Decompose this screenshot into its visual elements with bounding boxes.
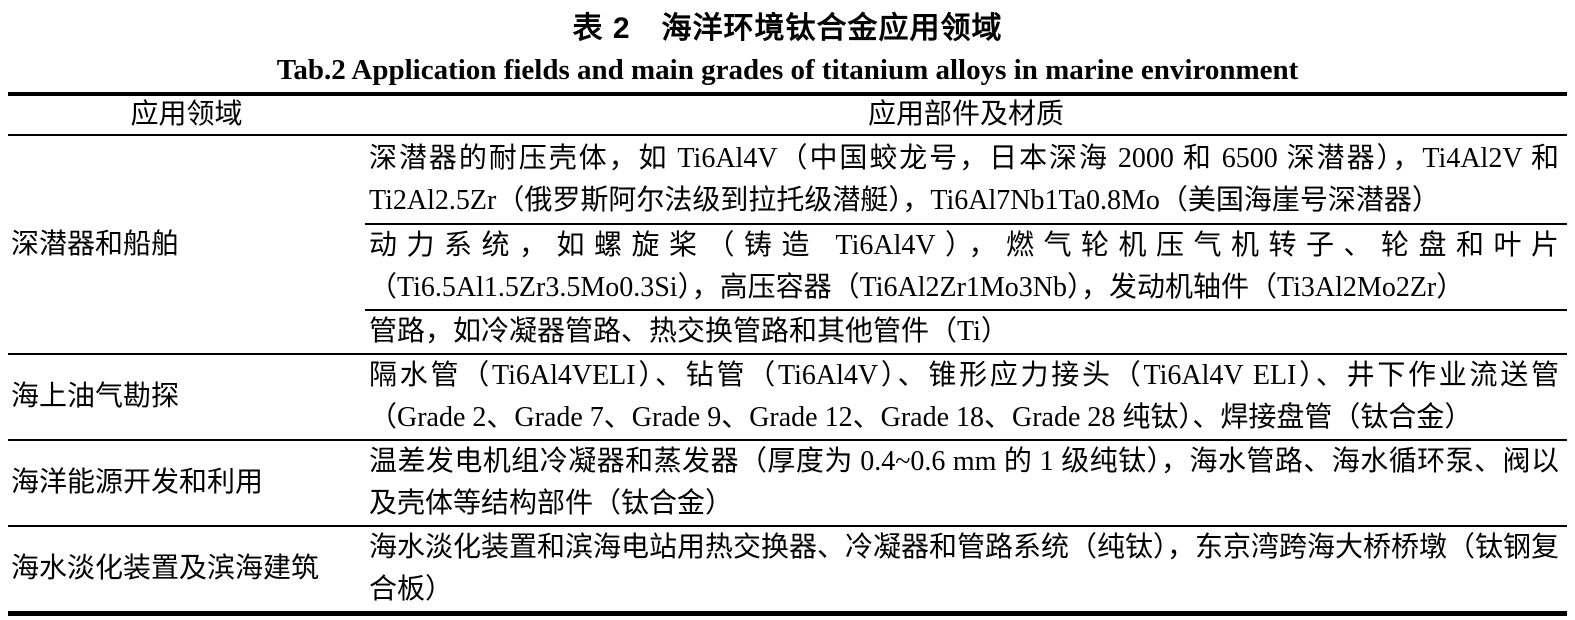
field-cell-offshore-oil-gas: 海上油气勘探 xyxy=(8,353,365,440)
field-cell-submersibles-ships: 深潜器和船舶 xyxy=(8,134,365,354)
header-row: 应用领域 应用部件及材质 xyxy=(8,94,1567,136)
application-table: 应用领域 应用部件及材质 深潜器和船舶 深潜器的耐压壳体，如 Ti6Al4V（中… xyxy=(8,92,1567,616)
parts-cell-power-systems: 动力系统，如螺旋桨（铸造 Ti6Al4V），燃气轮机压气机转子、轮盘和叶片（Ti… xyxy=(365,223,1567,310)
column-header-parts: 应用部件及材质 xyxy=(365,94,1567,136)
column-header-field: 应用领域 xyxy=(8,94,365,136)
table-caption-en: Tab.2 Application fields and main grades… xyxy=(276,54,1299,86)
parts-cell-pressure-hulls: 深潜器的耐压壳体，如 Ti6Al4V（中国蛟龙号，日本深海 2000 和 650… xyxy=(365,134,1567,224)
table-row: 海水淡化装置及滨海建筑 海水淡化装置和滨海电站用热交换器、冷凝器和管路系统（纯钛… xyxy=(8,525,1567,614)
table-row: 动力系统，如螺旋桨（铸造 Ti6Al4V），燃气轮机压气机转子、轮盘和叶片（Ti… xyxy=(8,223,1567,310)
field-cell-desalination-coastal: 海水淡化装置及滨海建筑 xyxy=(8,525,365,614)
table-row: 海洋能源开发和利用 温差发电机组冷凝器和蒸发器（厚度为 0.4~0.6 mm 的… xyxy=(8,439,1567,526)
parts-cell-offshore-oil-gas: 隔水管（Ti6Al4VELI）、钻管（Ti6Al4V）、锥形应力接头（Ti6Al… xyxy=(365,353,1567,440)
field-cell-ocean-energy: 海洋能源开发和利用 xyxy=(8,439,365,526)
table-caption-zh: 表 2 海洋环境钛合金应用领域 xyxy=(572,12,1003,45)
parts-cell-piping: 管路，如冷凝器管路、热交换管路和其他管件（Ti） xyxy=(365,309,1567,354)
table-row: 深潜器和船舶 深潜器的耐压壳体，如 Ti6Al4V（中国蛟龙号，日本深海 200… xyxy=(8,134,1567,354)
parts-cell-desalination-coastal: 海水淡化装置和滨海电站用热交换器、冷凝器和管路系统（纯钛），东京湾跨海大桥桥墩（… xyxy=(365,525,1567,614)
table-row: 管路，如冷凝器管路、热交换管路和其他管件（Ti） xyxy=(8,309,1567,354)
table-row: 海上油气勘探 隔水管（Ti6Al4VELI）、钻管（Ti6Al4V）、锥形应力接… xyxy=(8,353,1567,440)
parts-cell-ocean-energy: 温差发电机组冷凝器和蒸发器（厚度为 0.4~0.6 mm 的 1 级纯钛），海水… xyxy=(365,439,1567,526)
